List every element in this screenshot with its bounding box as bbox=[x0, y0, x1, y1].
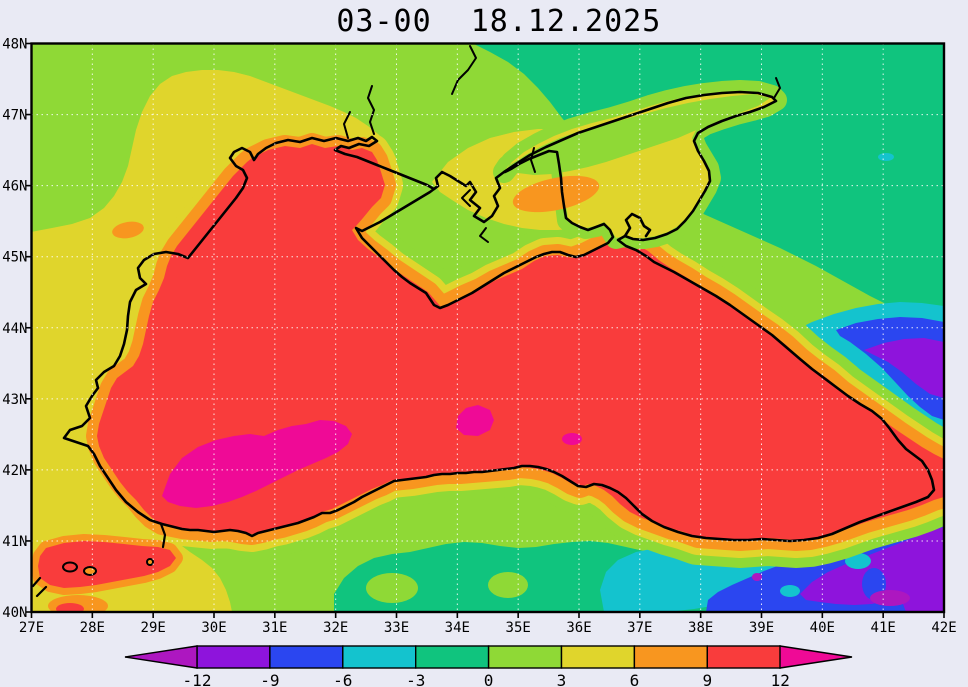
title-date: 18.12.2025 bbox=[471, 4, 662, 39]
colorbar-tick-label: -6 bbox=[333, 671, 352, 687]
lat-label: 47N bbox=[2, 108, 27, 124]
lon-label: 34E bbox=[445, 620, 470, 636]
colorbar-tick-label: 9 bbox=[702, 671, 712, 687]
lon-label: 27E bbox=[19, 620, 44, 636]
title: 03-00 18.12.2025 bbox=[336, 4, 662, 39]
field-aegean-red bbox=[56, 603, 84, 612]
lon-label: 28E bbox=[80, 620, 105, 636]
field-cyan-hole bbox=[845, 553, 871, 569]
colorbar-segment bbox=[196, 645, 271, 669]
river-dnieper-bend bbox=[451, 45, 477, 95]
axes-layer: 27E 28E 29E 30E 31E 32E 33E 34E 35E 36E 37E 38E 39E 4… bbox=[2, 37, 956, 637]
field-green-patch bbox=[488, 572, 528, 598]
river-dnieper bbox=[367, 85, 375, 135]
colorbar-tick-label: -9 bbox=[260, 671, 279, 687]
colorbar-arrow-right bbox=[779, 645, 853, 669]
field-violet-patch bbox=[870, 590, 910, 606]
coastline-main bbox=[62, 90, 936, 543]
lon-label: 42E bbox=[931, 620, 956, 636]
colorbar-tick-label: 6 bbox=[630, 671, 640, 687]
colorbar-segment bbox=[633, 645, 709, 669]
field-layer bbox=[31, 43, 944, 612]
lat-label: 46N bbox=[2, 179, 27, 195]
lon-label: 37E bbox=[627, 620, 652, 636]
marmara-island bbox=[62, 561, 78, 573]
lat-label: 43N bbox=[2, 392, 27, 408]
colorbar-labels: -12 -9 -6 -3 0 3 6 9 12 bbox=[183, 671, 790, 687]
field-violet-dot bbox=[752, 573, 762, 581]
lon-label: 29E bbox=[141, 620, 166, 636]
lon-label: 35E bbox=[506, 620, 531, 636]
colorbar-segment bbox=[269, 645, 344, 669]
colorbar-tick-label: -12 bbox=[183, 671, 212, 687]
colorbar-tick-label: -3 bbox=[406, 671, 425, 687]
lon-label: 40E bbox=[810, 620, 835, 636]
river-don bbox=[773, 77, 781, 99]
lon-label: 33E bbox=[384, 620, 409, 636]
colorbar-tick-label: 12 bbox=[771, 671, 790, 687]
lat-label: 40N bbox=[2, 605, 27, 621]
lon-label: 30E bbox=[201, 620, 226, 636]
lat-label: 48N bbox=[2, 37, 27, 53]
lon-label: 41E bbox=[871, 620, 896, 636]
colorbar: -12 -9 -6 -3 0 3 6 9 12 bbox=[124, 645, 853, 687]
field-purple-caucasus bbox=[864, 338, 944, 398]
lat-label: 45N bbox=[2, 250, 27, 266]
marmara-island bbox=[146, 558, 154, 566]
lat-label: 41N bbox=[2, 534, 27, 550]
field-orange-spot-nw bbox=[112, 221, 144, 239]
lon-label: 38E bbox=[688, 620, 713, 636]
bosphorus-strait bbox=[159, 522, 167, 549]
colorbar-segments bbox=[196, 645, 781, 669]
lat-label: 44N bbox=[2, 321, 27, 337]
colorbar-tick-label: 3 bbox=[557, 671, 567, 687]
lon-label: 31E bbox=[262, 620, 287, 636]
field-cyan-hole bbox=[780, 585, 800, 597]
colorbar-segment bbox=[342, 645, 417, 669]
lon-label: 32E bbox=[323, 620, 348, 636]
colorbar-tick-label: 0 bbox=[484, 671, 494, 687]
field-cyan-dot bbox=[878, 153, 894, 161]
colorbar-segment bbox=[415, 645, 490, 669]
field-azov-green-strip bbox=[508, 94, 770, 175]
field-azov-orange bbox=[512, 175, 600, 213]
lon-label: 39E bbox=[749, 620, 774, 636]
river-molochna bbox=[530, 147, 536, 173]
lon-label: 36E bbox=[566, 620, 591, 636]
coastline-crimea bbox=[354, 149, 615, 310]
field-magenta-patch-small bbox=[456, 405, 494, 436]
field-magenta-patch-large bbox=[162, 420, 352, 508]
title-time: 03-00 bbox=[336, 4, 431, 39]
coastline-taman bbox=[623, 212, 652, 238]
colorbar-segment bbox=[487, 645, 563, 669]
dardanelles-strait bbox=[31, 576, 48, 598]
sivash-squiggle bbox=[461, 189, 489, 243]
river-bug bbox=[343, 111, 351, 139]
field-green-patch bbox=[366, 573, 418, 603]
colorbar-segment bbox=[560, 645, 636, 669]
field-marmara-red bbox=[38, 541, 176, 588]
colorbar-arrow-left bbox=[124, 645, 198, 669]
grid-layer bbox=[31, 43, 944, 612]
marmara-island bbox=[83, 566, 97, 576]
coastline-layer bbox=[31, 45, 936, 598]
lat-label: 42N bbox=[2, 463, 27, 479]
colorbar-segment bbox=[706, 645, 781, 669]
field-magenta-dot bbox=[562, 433, 582, 445]
